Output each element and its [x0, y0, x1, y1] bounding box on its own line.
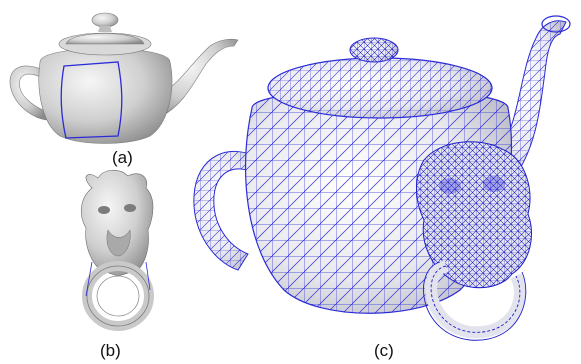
panel-a-teapot — [9, 12, 239, 144]
caption-b: (b) — [100, 341, 121, 360]
lion-head — [80, 169, 154, 277]
caption-c: (c) — [374, 341, 394, 360]
teapot-spout — [157, 38, 239, 117]
surface-patch-outline — [60, 61, 123, 139]
caption-a: (a) — [112, 148, 133, 167]
panel-b-lion-head — [80, 169, 154, 331]
teapot-lid-knob — [91, 12, 119, 28]
panel-c-wireframe-teapot — [193, 15, 571, 341]
